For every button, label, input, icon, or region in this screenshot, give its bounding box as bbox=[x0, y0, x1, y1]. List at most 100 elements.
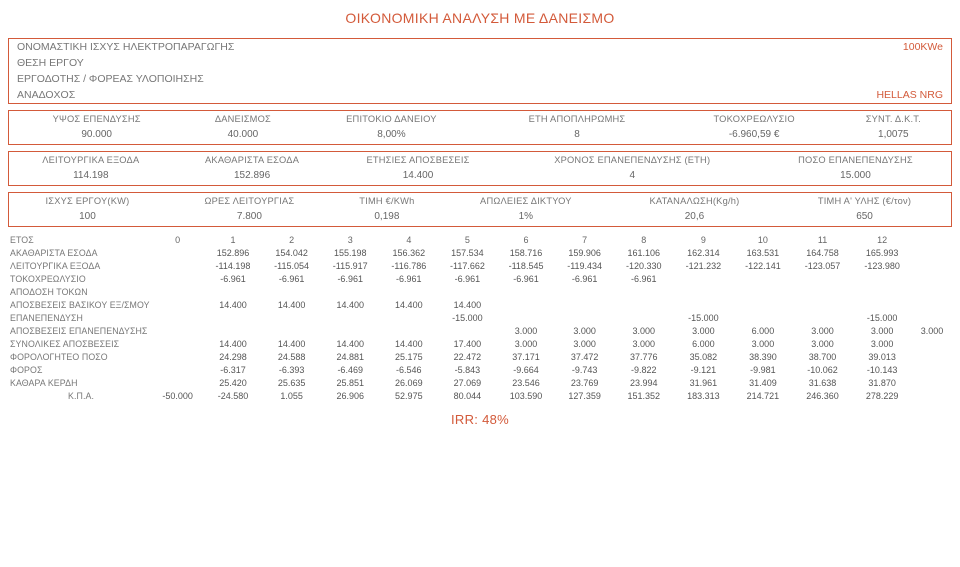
grid-cell: 3.000 bbox=[555, 337, 614, 350]
grid-cell bbox=[614, 285, 674, 298]
grid-cell: 3.000 bbox=[497, 324, 556, 337]
grid-cell: 14.400 bbox=[204, 337, 263, 350]
param-value: 0,198 bbox=[333, 209, 441, 226]
grid-cell: -123.980 bbox=[852, 259, 912, 272]
grid-cell bbox=[321, 324, 380, 337]
grid-cell: 38.700 bbox=[793, 350, 853, 363]
grid-cell bbox=[152, 285, 204, 298]
grid-cell: 3.000 bbox=[852, 324, 912, 337]
grid-cell: 163.531 bbox=[733, 246, 793, 259]
grid-cell bbox=[497, 285, 556, 298]
grid-year: 4 bbox=[380, 233, 439, 246]
grid-cell bbox=[380, 311, 439, 324]
grid-cell: -6.393 bbox=[262, 363, 321, 376]
grid-cell bbox=[674, 285, 734, 298]
grid-cell: 214.721 bbox=[733, 389, 793, 402]
grid-cell: 3.000 bbox=[793, 324, 853, 337]
grid-cell: 14.400 bbox=[380, 337, 439, 350]
grid-cell bbox=[852, 285, 912, 298]
param-header: ΤΙΜΗ Α' ΥΛΗΣ (€/τον) bbox=[778, 193, 951, 209]
grid-cell: 80.044 bbox=[438, 389, 497, 402]
grid-cell bbox=[733, 298, 793, 311]
param-header: ΑΚΑΘΑΡΙΣΤΑ ΕΣΟΔΑ bbox=[173, 152, 332, 168]
grid-cell: 3.000 bbox=[793, 337, 853, 350]
header-row-value bbox=[823, 73, 943, 85]
grid-row-label: ΤΟΚΟΧΡΕΩΛΥΣΙΟ bbox=[8, 272, 152, 285]
grid-cell: 22.472 bbox=[438, 350, 497, 363]
param-value: 8,00% bbox=[301, 127, 481, 144]
params-block-1: ΥΨΟΣ ΕΠΕΝΔΥΣΗΣΔΑΝΕΙΣΜΟΣΕΠΙΤΟΚΙΟ ΔΑΝΕΙΟΥΕ… bbox=[8, 110, 952, 145]
grid-row-label: ΑΠΟΣΒΕΣΕΙΣ ΕΠΑΝΕΠΕΝΔΥΣΗΣ bbox=[8, 324, 152, 337]
grid-cell: 103.590 bbox=[497, 389, 556, 402]
grid-cell: 3.000 bbox=[614, 324, 674, 337]
grid-year: 7 bbox=[555, 233, 614, 246]
grid-row-label: ΑΠΟΔΟΣΗ ΤΟΚΩΝ bbox=[8, 285, 152, 298]
grid-cell: 39.013 bbox=[852, 350, 912, 363]
grid-cell: 31.870 bbox=[852, 376, 912, 389]
grid-cell bbox=[852, 298, 912, 311]
grid-cell bbox=[674, 298, 734, 311]
grid-cell: 3.000 bbox=[674, 324, 734, 337]
grid-cell bbox=[733, 285, 793, 298]
grid-cell: -6.961 bbox=[321, 272, 380, 285]
param-header: ΚΑΤΑΝΑΛΩΣΗ(Kg/h) bbox=[611, 193, 778, 209]
grid-cell: -115.054 bbox=[262, 259, 321, 272]
grid-cell bbox=[152, 337, 204, 350]
grid-cell: 26.069 bbox=[380, 376, 439, 389]
header-row-value: HELLAS NRG bbox=[823, 89, 943, 101]
grid-cell bbox=[262, 324, 321, 337]
header-row-label: ΘΕΣΗ ΕΡΓΟΥ bbox=[17, 57, 823, 69]
grid-cell: -10.062 bbox=[793, 363, 853, 376]
param-value: 1,0075 bbox=[836, 127, 951, 144]
grid-year: 0 bbox=[152, 233, 204, 246]
grid-year-label: ΕΤΟΣ bbox=[8, 233, 152, 246]
param-value: 650 bbox=[778, 209, 951, 226]
grid-cell: 24.588 bbox=[262, 350, 321, 363]
grid-cell: 3.000 bbox=[912, 324, 952, 337]
grid-cell: -116.786 bbox=[380, 259, 439, 272]
grid-cell: 14.400 bbox=[380, 298, 439, 311]
grid-cell: 6.000 bbox=[674, 337, 734, 350]
grid-cell: 31.409 bbox=[733, 376, 793, 389]
grid-cell: -6.961 bbox=[204, 272, 263, 285]
grid-cell: 14.400 bbox=[438, 298, 497, 311]
grid-cell bbox=[793, 272, 853, 285]
grid-cell: -115.917 bbox=[321, 259, 380, 272]
grid-cell: -123.057 bbox=[793, 259, 853, 272]
param-header: ΔΑΝΕΙΣΜΟΣ bbox=[184, 111, 301, 127]
param-header: ΕΠΙΤΟΚΙΟ ΔΑΝΕΙΟΥ bbox=[301, 111, 481, 127]
grid-cell bbox=[321, 311, 380, 324]
param-value: 1% bbox=[441, 209, 611, 226]
header-row-value bbox=[823, 57, 943, 69]
grid-row-label: ΦΟΡΟΛΟΓΗΤΕΟ ΠΟΣΟ bbox=[8, 350, 152, 363]
param-value: 40.000 bbox=[184, 127, 301, 144]
grid-cell: 31.638 bbox=[793, 376, 853, 389]
param-value: 114.198 bbox=[9, 168, 173, 185]
grid-cell: -6.961 bbox=[555, 272, 614, 285]
grid-cell: 24.298 bbox=[204, 350, 263, 363]
param-header: ΕΤΗΣΙΕΣ ΑΠΟΣΒΕΣΕΙΣ bbox=[332, 152, 505, 168]
grid-cell bbox=[793, 311, 853, 324]
params-block-2: ΛΕΙΤΟΥΡΓΙΚΑ ΕΞΟΔΑΑΚΑΘΑΡΙΣΤΑ ΕΣΟΔΑΕΤΗΣΙΕΣ… bbox=[8, 151, 952, 186]
grid-cell: 25.420 bbox=[204, 376, 263, 389]
grid-cell: -120.330 bbox=[614, 259, 674, 272]
param-value: 8 bbox=[481, 127, 672, 144]
param-header: ΛΕΙΤΟΥΡΓΙΚΑ ΕΞΟΔΑ bbox=[9, 152, 173, 168]
grid-cell: 162.314 bbox=[674, 246, 734, 259]
grid-cell: 155.198 bbox=[321, 246, 380, 259]
grid-cell bbox=[152, 272, 204, 285]
grid-cell bbox=[321, 285, 380, 298]
grid-cell bbox=[262, 285, 321, 298]
grid-cell: -9.822 bbox=[614, 363, 674, 376]
grid-cell: 25.851 bbox=[321, 376, 380, 389]
grid-cell: -121.232 bbox=[674, 259, 734, 272]
grid-cell: 23.769 bbox=[555, 376, 614, 389]
grid-cell: 3.000 bbox=[614, 337, 674, 350]
grid-cell bbox=[152, 376, 204, 389]
param-header: ΙΣΧΥΣ ΕΡΓΟΥ(KW) bbox=[9, 193, 166, 209]
grid-cell bbox=[793, 298, 853, 311]
grid-cell: 156.362 bbox=[380, 246, 439, 259]
param-value: 14.400 bbox=[332, 168, 505, 185]
grid-cell: 154.042 bbox=[262, 246, 321, 259]
grid-cell: 152.896 bbox=[204, 246, 263, 259]
